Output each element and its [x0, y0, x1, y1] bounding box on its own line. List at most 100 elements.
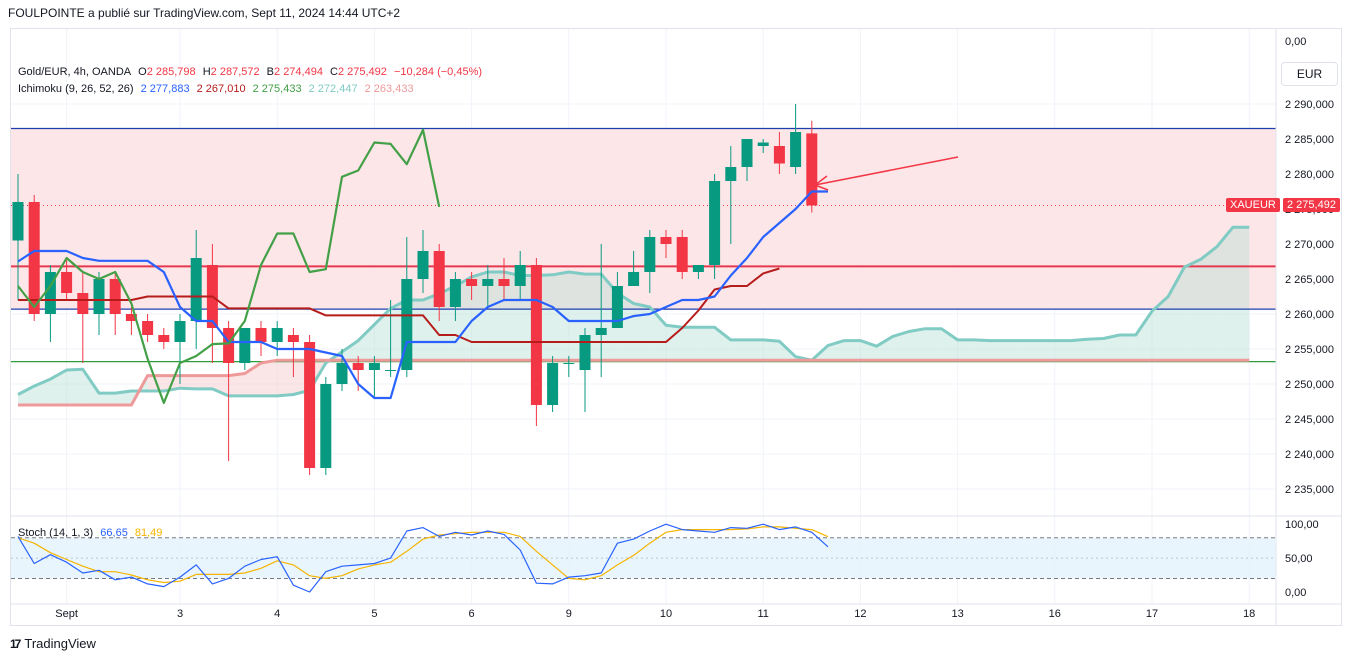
legend-open: O2 285,798: [138, 66, 196, 78]
time-tick-label: 12: [854, 608, 866, 620]
candle-body: [255, 328, 267, 342]
legend-close: C2 275,492: [330, 66, 387, 78]
candle-body: [547, 363, 559, 405]
price-tick-label: 2 250,000: [1285, 379, 1334, 391]
cloud-segment: [1135, 311, 1152, 361]
time-tick-label: 13: [951, 608, 963, 620]
candle-body: [806, 133, 818, 206]
candle-body: [352, 363, 364, 370]
tradingview-footer[interactable]: 17 TradingView: [10, 636, 96, 651]
ichimoku-span-a-value: 2 272,447: [308, 83, 358, 95]
candle-body: [482, 279, 494, 286]
ichimoku-chikou-line: [17, 128, 441, 404]
cloud-segment: [1103, 335, 1120, 361]
chart-frame: [10, 28, 1342, 626]
currency-button[interactable]: EUR: [1281, 62, 1338, 86]
candle-body: [741, 139, 753, 167]
price-tick-label: 2 290,000: [1285, 99, 1334, 111]
cloud-segment: [1233, 227, 1250, 361]
candle-body: [271, 328, 283, 342]
price-tick-label: 2 270,000: [1285, 239, 1334, 251]
candle-body: [174, 321, 186, 342]
ichimoku-name[interactable]: Ichimoku (9, 26, 52, 26): [18, 83, 134, 95]
candle-body: [449, 279, 461, 307]
candle-body: [514, 265, 526, 286]
cloud-segment: [909, 328, 926, 361]
candle-body: [676, 237, 688, 272]
cloud-segment: [552, 272, 569, 361]
price-tick-label: 2 280,000: [1285, 169, 1334, 181]
candle-body: [530, 265, 542, 405]
tradingview-logo-icon: 17: [10, 636, 21, 651]
legend-symbol[interactable]: Gold/EUR, 4h, OANDA: [18, 66, 132, 78]
candle-body: [725, 167, 737, 181]
cloud-segment: [212, 375, 229, 396]
cloud-segment: [1152, 296, 1169, 361]
cloud-segment: [342, 340, 359, 361]
ichimoku-span-b-line: [18, 358, 1250, 407]
stoch-tick-label: 0,00: [1285, 587, 1306, 599]
candle-body: [239, 328, 251, 363]
legend-high: H2 287,572: [202, 66, 260, 78]
tradingview-brand: TradingView: [24, 636, 96, 651]
cloud-segment: [876, 336, 893, 361]
cloud-segment: [1071, 339, 1088, 361]
cloud-segment: [115, 391, 132, 405]
cloud-segment: [1022, 340, 1039, 361]
candle-body: [109, 279, 121, 314]
annotation-arrowhead-icon: [813, 175, 829, 191]
candle-body: [563, 363, 575, 364]
cloud-segment: [504, 272, 521, 361]
candle-body: [611, 286, 623, 328]
cloud-segment: [1038, 340, 1055, 361]
candle-body: [757, 142, 769, 146]
cloud-segment: [649, 307, 666, 361]
candle-body: [287, 335, 299, 342]
candle-body: [190, 258, 202, 321]
cloud-segment: [957, 339, 974, 361]
time-tick-label: 16: [1049, 608, 1061, 620]
cloud-segment: [973, 339, 990, 361]
candle-body: [692, 265, 704, 272]
annotation-arrow-icon: [814, 156, 959, 186]
cloud-segment: [666, 325, 683, 361]
candle-body: [12, 202, 24, 241]
cloud-segment: [487, 272, 504, 361]
time-tick-label: 9: [566, 608, 572, 620]
range-zone: [11, 128, 1276, 310]
stoch-d-line: [17, 526, 829, 584]
candle-body: [368, 363, 380, 370]
legend-change: −10,284 (−0,45%): [393, 66, 483, 78]
cloud-segment: [698, 327, 715, 361]
price-tick-label: 2 255,000: [1285, 344, 1334, 356]
ichimoku-tenkan-line: [17, 190, 828, 400]
cloud-segment: [423, 293, 440, 361]
stoch-tick-label: 50,00: [1285, 553, 1313, 565]
candle-body: [498, 279, 510, 286]
candle-body: [44, 272, 56, 314]
price-tick-label: 2 245,000: [1285, 414, 1334, 426]
cloud-segment: [941, 328, 958, 361]
stoch-legend: Stoch (14, 1, 3) 66,65 81,49: [18, 527, 166, 539]
time-tick-label: 10: [660, 608, 672, 620]
time-tick-label: 6: [469, 608, 475, 620]
ichimoku-span-b-value: 2 263,433: [364, 83, 414, 95]
time-tick-label: 18: [1243, 608, 1255, 620]
cloud-segment: [892, 331, 909, 361]
time-tick-label: 17: [1146, 608, 1158, 620]
candle-body: [320, 384, 332, 468]
candle-body: [790, 132, 802, 167]
time-tick-label: Sept: [55, 608, 78, 620]
cloud-segment: [1119, 335, 1136, 361]
candle-body: [158, 335, 170, 342]
candle-body: [125, 314, 137, 321]
candle-body: [223, 328, 235, 363]
cloud-segment: [990, 340, 1007, 361]
candle-body: [417, 251, 429, 279]
ichimoku-kijun-line: [18, 267, 780, 343]
stoch-d-value: 81,49: [134, 527, 163, 539]
stoch-name[interactable]: Stoch (14, 1, 3): [18, 527, 94, 539]
time-tick-label: 11: [757, 608, 768, 620]
ichimoku-legend: Ichimoku (9, 26, 52, 26) 2 277,883 2 267…: [18, 83, 418, 95]
